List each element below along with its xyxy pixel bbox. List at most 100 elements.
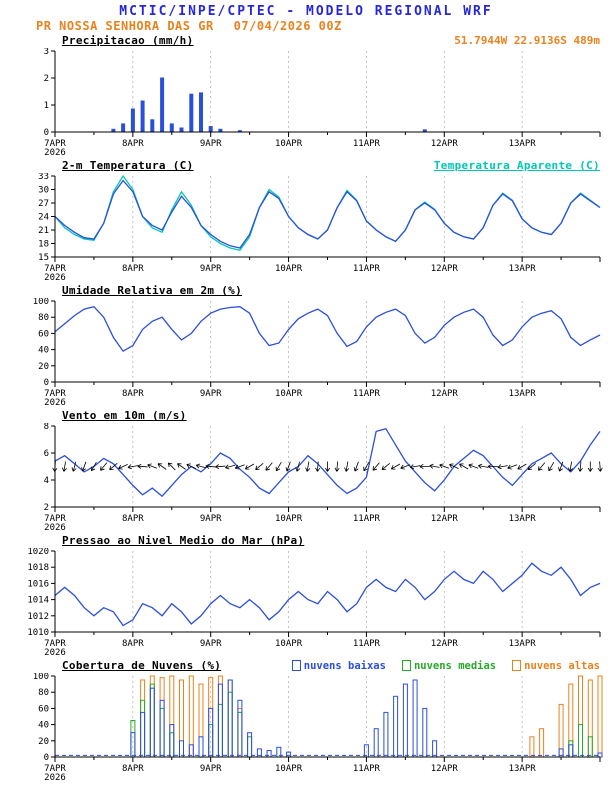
svg-text:13APR: 13APR — [509, 639, 537, 649]
panel-temperature-title-row: 2-m Temperatura (C) Temperatura Aparente… — [0, 158, 612, 173]
station-name: PR NOSSA SENHORA DAS GR — [36, 19, 214, 33]
svg-text:1010: 1010 — [27, 628, 49, 638]
svg-text:2026: 2026 — [44, 523, 66, 533]
svg-text:9APR: 9APR — [200, 139, 222, 149]
svg-text:100: 100 — [33, 673, 49, 682]
svg-text:2026: 2026 — [44, 648, 66, 658]
panel-precipitation: Precipitacao (mm/h) 51.7944W 22.9136S 48… — [0, 33, 612, 158]
svg-text:30: 30 — [38, 186, 49, 196]
page-header: MCTIC/INPE/CPTEC - MODELO REGIONAL WRF P… — [0, 0, 612, 33]
svg-text:80: 80 — [38, 313, 49, 323]
svg-text:12APR: 12APR — [431, 639, 459, 649]
svg-text:9APR: 9APR — [200, 764, 222, 774]
main-title: MCTIC/INPE/CPTEC - MODELO REGIONAL WRF — [119, 4, 493, 19]
svg-text:11APR: 11APR — [353, 139, 381, 149]
svg-text:0: 0 — [44, 128, 49, 138]
panel-temperature: 2-m Temperatura (C) Temperatura Aparente… — [0, 158, 612, 283]
svg-text:60: 60 — [38, 704, 49, 714]
legend-swatch-mid-clouds-icon — [401, 660, 411, 671]
svg-text:13APR: 13APR — [509, 389, 537, 399]
legend-label-high-clouds: nuvens altas — [524, 659, 600, 672]
svg-text:7APR: 7APR — [44, 764, 66, 774]
svg-text:12APR: 12APR — [431, 139, 459, 149]
svg-text:13APR: 13APR — [509, 764, 537, 774]
svg-text:12APR: 12APR — [431, 264, 459, 274]
legend-item-low-clouds: nuvens baixas — [291, 659, 386, 672]
station-line: PR NOSSA SENHORA DAS GR 07/04/2026 00Z — [0, 19, 612, 33]
svg-text:2: 2 — [44, 503, 49, 513]
svg-text:7APR: 7APR — [44, 389, 66, 399]
svg-text:2026: 2026 — [44, 398, 66, 408]
panel-clouds-title-row: Cobertura de Nuvens (%) nuvens baixas nu… — [0, 658, 612, 673]
svg-text:20: 20 — [38, 737, 49, 747]
svg-text:2026: 2026 — [44, 773, 66, 783]
svg-text:12APR: 12APR — [431, 764, 459, 774]
panel-humidity-title-row: Umidade Relativa em 2m (%) — [0, 283, 612, 298]
svg-text:1020: 1020 — [27, 548, 49, 557]
panel-title-precipitation: Precipitacao (mm/h) — [62, 34, 194, 47]
svg-text:10APR: 10APR — [275, 264, 303, 274]
svg-text:12APR: 12APR — [431, 514, 459, 524]
svg-text:10APR: 10APR — [275, 639, 303, 649]
svg-text:11APR: 11APR — [353, 264, 381, 274]
svg-text:7APR: 7APR — [44, 639, 66, 649]
panel-humidity: Umidade Relativa em 2m (%) 0 20 40 60 80 100 7… — [0, 283, 612, 408]
svg-text:0: 0 — [44, 378, 49, 388]
svg-text:7APR: 7APR — [44, 264, 66, 274]
svg-text:0: 0 — [44, 753, 49, 763]
svg-text:13APR: 13APR — [509, 139, 537, 149]
svg-text:2026: 2026 — [44, 148, 66, 158]
svg-text:13APR: 13APR — [509, 514, 537, 524]
panel-precipitation-title-row: Precipitacao (mm/h) 51.7944W 22.9136S 48… — [0, 33, 612, 48]
svg-text:1018: 1018 — [27, 563, 49, 573]
svg-text:11APR: 11APR — [353, 764, 381, 774]
svg-text:33: 33 — [38, 173, 49, 182]
legend-swatch-low-clouds-icon — [291, 660, 301, 671]
panel-title-apparent-temperature: Temperatura Aparente (C) — [433, 159, 600, 172]
panel-pressure: Pressao ao Nivel Medio do Mar (hPa) 1010… — [0, 533, 612, 658]
panel-title-wind: Vento em 10m (m/s) — [62, 409, 187, 422]
svg-text:9APR: 9APR — [200, 514, 222, 524]
legend-label-mid-clouds: nuvens medias — [413, 659, 497, 672]
run-datetime: 07/04/2026 00Z — [233, 19, 342, 33]
svg-text:2: 2 — [44, 74, 49, 84]
svg-text:10APR: 10APR — [275, 764, 303, 774]
svg-text:21: 21 — [38, 226, 49, 236]
svg-text:9APR: 9APR — [200, 264, 222, 274]
svg-text:8APR: 8APR — [122, 139, 144, 149]
svg-text:15: 15 — [38, 253, 49, 263]
legend-item-high-clouds: nuvens altas — [512, 660, 600, 672]
panel-title-temperature: 2-m Temperatura (C) — [62, 159, 194, 172]
svg-text:11APR: 11APR — [353, 389, 381, 399]
svg-text:10APR: 10APR — [275, 389, 303, 399]
panel-clouds: Cobertura de Nuvens (%) nuvens baixas nu… — [0, 658, 612, 783]
svg-text:1012: 1012 — [27, 612, 49, 622]
svg-text:27: 27 — [38, 199, 49, 209]
svg-text:60: 60 — [38, 329, 49, 339]
svg-text:10APR: 10APR — [275, 139, 303, 149]
svg-text:11APR: 11APR — [353, 514, 381, 524]
svg-text:1014: 1014 — [27, 596, 49, 606]
svg-text:11APR: 11APR — [353, 639, 381, 649]
svg-text:100: 100 — [33, 298, 49, 307]
panel-title-clouds: Cobertura de Nuvens (%) — [62, 659, 222, 672]
svg-text:4: 4 — [44, 476, 49, 486]
svg-text:13APR: 13APR — [509, 264, 537, 274]
svg-text:8: 8 — [44, 423, 49, 432]
svg-text:8APR: 8APR — [122, 389, 144, 399]
svg-text:10APR: 10APR — [275, 514, 303, 524]
svg-text:40: 40 — [38, 721, 49, 731]
svg-text:9APR: 9APR — [200, 639, 222, 649]
panel-pressure-title-row: Pressao ao Nivel Medio do Mar (hPa) — [0, 533, 612, 548]
legend-label-low-clouds: nuvens baixas — [303, 659, 386, 672]
svg-text:24: 24 — [38, 213, 49, 223]
svg-text:8APR: 8APR — [122, 764, 144, 774]
panel-title-humidity: Umidade Relativa em 2m (%) — [62, 284, 242, 297]
svg-text:8APR: 8APR — [122, 264, 144, 274]
svg-text:3: 3 — [44, 48, 49, 57]
svg-text:18: 18 — [38, 240, 49, 250]
svg-text:8APR: 8APR — [122, 514, 144, 524]
